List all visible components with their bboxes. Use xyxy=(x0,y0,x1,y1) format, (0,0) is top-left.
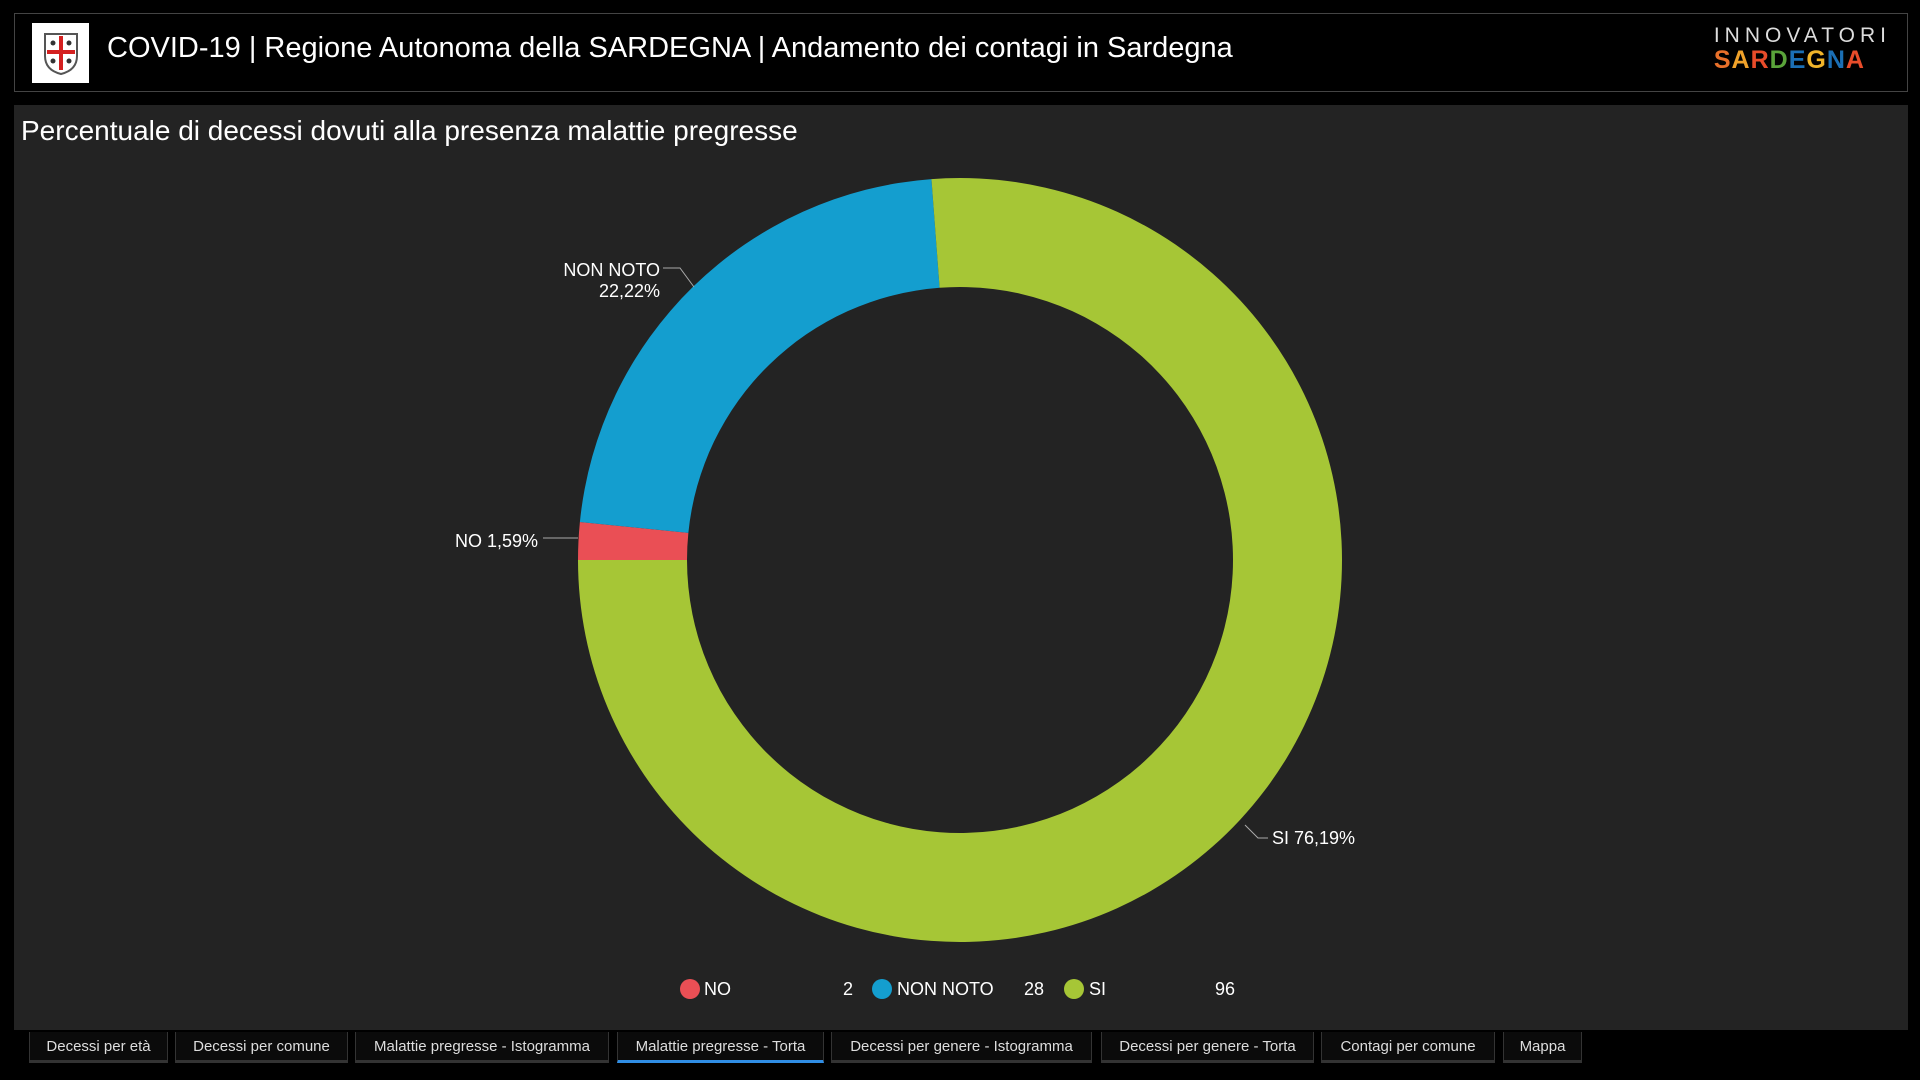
label-non-noto-pct: 22,22% xyxy=(598,281,660,301)
tab-genere-istogramma[interactable]: Decessi per genere - Istogramma xyxy=(831,1032,1092,1063)
legend-label-si: SI xyxy=(1089,979,1107,999)
legend-dot-no xyxy=(680,979,700,999)
legend-value-no: 2 xyxy=(843,979,854,999)
legend-dot-si xyxy=(1064,979,1084,999)
legend-value-non-noto: 28 xyxy=(1024,979,1045,999)
brand-top: INNOVATORI xyxy=(1713,24,1891,47)
tab-decessi-per-comune[interactable]: Decessi per comune xyxy=(175,1032,348,1063)
label-non-noto: NON NOTO 22,22% xyxy=(540,260,660,302)
leader-line-si xyxy=(1244,824,1268,839)
brand-bottom: SARDEGNA xyxy=(1713,46,1865,74)
tab-genere-torta[interactable]: Decessi per genere - Torta xyxy=(1101,1032,1314,1063)
legend-dot-non-noto xyxy=(872,979,892,999)
sardinia-crest-logo xyxy=(32,23,89,83)
label-non-noto-name: NON NOTO xyxy=(563,260,660,280)
app-title: COVID-19 | Regione Autonoma della SARDEG… xyxy=(107,32,1233,64)
innovatori-sardegna-logo: INNOVATORI SARDEGNA xyxy=(1714,24,1891,75)
leader-line-non-noto xyxy=(663,267,695,288)
tab-malattie-istogramma[interactable]: Malattie pregresse - Istogramma xyxy=(355,1032,609,1063)
tab-decessi-per-eta[interactable]: Decessi per età xyxy=(29,1032,168,1063)
legend-value-si: 96 xyxy=(1215,979,1236,999)
legend-label-no: NO xyxy=(704,979,731,999)
slice-no[interactable] xyxy=(578,521,689,560)
slice-non-noto[interactable] xyxy=(579,179,940,533)
tab-malattie-torta[interactable]: Malattie pregresse - Torta xyxy=(617,1032,824,1063)
chart-title: Percentuale di decessi dovuti alla prese… xyxy=(21,115,798,146)
label-si: SI 76,19% xyxy=(1272,828,1356,848)
tab-contagi-per-comune[interactable]: Contagi per comune xyxy=(1321,1032,1495,1063)
tab-mappa[interactable]: Mappa xyxy=(1503,1032,1582,1063)
legend-label-non-noto: NON NOTO xyxy=(897,979,994,999)
header: COVID-19 | Regione Autonoma della SARDEG… xyxy=(14,13,1908,92)
label-no: NO 1,59% xyxy=(454,531,538,551)
